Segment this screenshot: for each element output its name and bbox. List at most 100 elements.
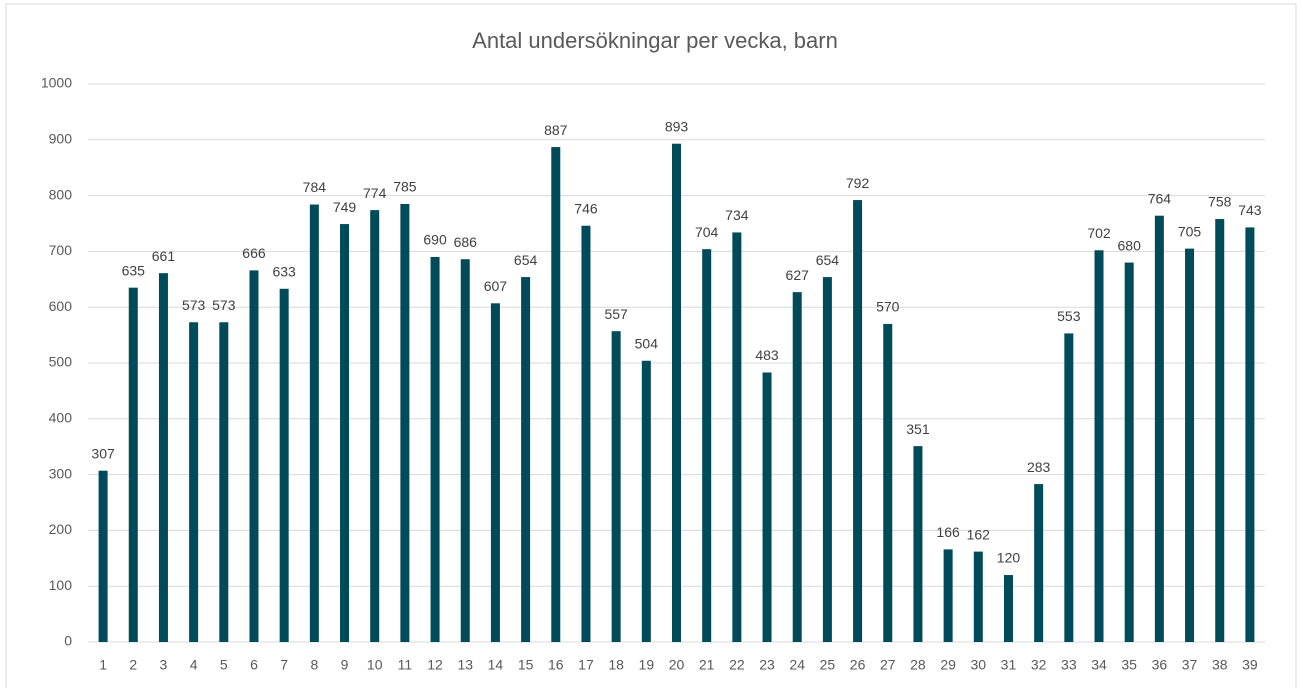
chart-title: Antal undersökningar per vecka, barn — [472, 28, 838, 53]
y-tick-label: 700 — [49, 242, 73, 258]
x-tick-label: 8 — [310, 657, 318, 673]
x-tick-label: 3 — [160, 657, 168, 673]
data-label: 607 — [484, 278, 508, 294]
bar — [219, 322, 229, 642]
data-label: 483 — [755, 347, 779, 363]
x-tick-label: 26 — [850, 657, 866, 673]
data-label: 743 — [1238, 202, 1262, 218]
x-tick-label: 29 — [940, 657, 956, 673]
x-tick-label: 25 — [820, 657, 836, 673]
data-label: 734 — [725, 207, 749, 223]
data-label: 351 — [906, 421, 930, 437]
bar — [1094, 250, 1104, 642]
bar — [611, 331, 621, 642]
x-tick-label: 34 — [1091, 657, 1107, 673]
x-tick-label: 9 — [341, 657, 349, 673]
x-tick-label: 12 — [427, 657, 443, 673]
x-tick-label: 31 — [1001, 657, 1017, 673]
data-label: 758 — [1208, 194, 1232, 210]
bar — [1215, 219, 1225, 642]
y-tick-label: 200 — [49, 521, 73, 537]
x-tick-label: 4 — [190, 657, 198, 673]
bar — [792, 292, 802, 642]
y-tick-label: 900 — [49, 131, 73, 147]
x-tick-label: 36 — [1152, 657, 1168, 673]
bar — [762, 372, 772, 642]
bar — [1185, 248, 1195, 643]
bar — [551, 147, 561, 642]
data-label: 557 — [604, 306, 628, 322]
data-label: 666 — [242, 245, 266, 261]
data-label: 553 — [1057, 308, 1081, 324]
x-tick-label: 30 — [971, 657, 987, 673]
bar — [340, 224, 350, 643]
data-label: 633 — [272, 263, 296, 279]
data-label: 690 — [423, 232, 447, 248]
bar — [1064, 333, 1074, 642]
bar — [189, 322, 199, 642]
bar — [732, 232, 742, 643]
x-tick-label: 39 — [1242, 657, 1258, 673]
data-label: 784 — [303, 179, 327, 195]
bar — [98, 470, 108, 642]
x-tick-label: 14 — [488, 657, 504, 673]
data-label: 887 — [544, 122, 568, 138]
x-tick-label: 37 — [1182, 657, 1198, 673]
x-tick-label: 23 — [759, 657, 775, 673]
y-tick-label: 100 — [49, 577, 73, 593]
data-label: 166 — [936, 524, 960, 540]
y-tick-label: 300 — [49, 465, 73, 481]
data-label: 893 — [665, 118, 689, 134]
x-tick-label: 24 — [789, 657, 805, 673]
x-tick-label: 7 — [280, 657, 288, 673]
bar — [370, 210, 380, 642]
bar — [521, 277, 531, 642]
x-tick-label: 16 — [548, 657, 564, 673]
y-tick-label: 600 — [49, 298, 73, 314]
data-label: 746 — [574, 200, 598, 216]
y-tick-label: 0 — [64, 633, 72, 649]
bar — [158, 273, 168, 642]
bar — [822, 277, 832, 642]
data-label: 704 — [695, 224, 719, 240]
data-label: 573 — [182, 297, 206, 313]
data-label: 654 — [514, 252, 538, 268]
data-label: 162 — [967, 526, 991, 542]
data-label: 774 — [363, 185, 387, 201]
data-label: 504 — [635, 335, 659, 351]
data-label: 627 — [786, 267, 810, 283]
x-tick-label: 35 — [1121, 657, 1137, 673]
x-tick-label: 20 — [669, 657, 685, 673]
bar — [460, 259, 470, 642]
data-label: 283 — [1027, 459, 1051, 475]
data-label: 792 — [846, 175, 870, 191]
bar — [279, 288, 289, 642]
x-tick-label: 32 — [1031, 657, 1047, 673]
data-label: 654 — [816, 252, 840, 268]
y-tick-label: 1000 — [41, 75, 72, 91]
data-label: 120 — [997, 550, 1021, 566]
bar — [309, 204, 319, 642]
data-label: 680 — [1118, 237, 1142, 253]
x-tick-label: 27 — [880, 657, 896, 673]
x-tick-label: 2 — [129, 657, 137, 673]
bar — [1154, 215, 1164, 643]
bar — [490, 303, 500, 642]
bar — [883, 323, 893, 642]
bar — [1245, 227, 1255, 642]
data-label: 635 — [122, 262, 146, 278]
bar — [400, 203, 410, 642]
data-label: 785 — [393, 179, 417, 195]
bar — [1003, 575, 1013, 642]
x-tick-label: 6 — [250, 657, 258, 673]
data-label: 570 — [876, 299, 900, 315]
data-label: 749 — [333, 199, 357, 215]
x-tick-label: 28 — [910, 657, 926, 673]
data-label: 702 — [1087, 225, 1111, 241]
x-tick-label: 18 — [608, 657, 624, 673]
bar — [1124, 262, 1134, 642]
data-label: 686 — [454, 234, 478, 250]
bar — [249, 270, 259, 642]
x-tick-label: 19 — [639, 657, 655, 673]
